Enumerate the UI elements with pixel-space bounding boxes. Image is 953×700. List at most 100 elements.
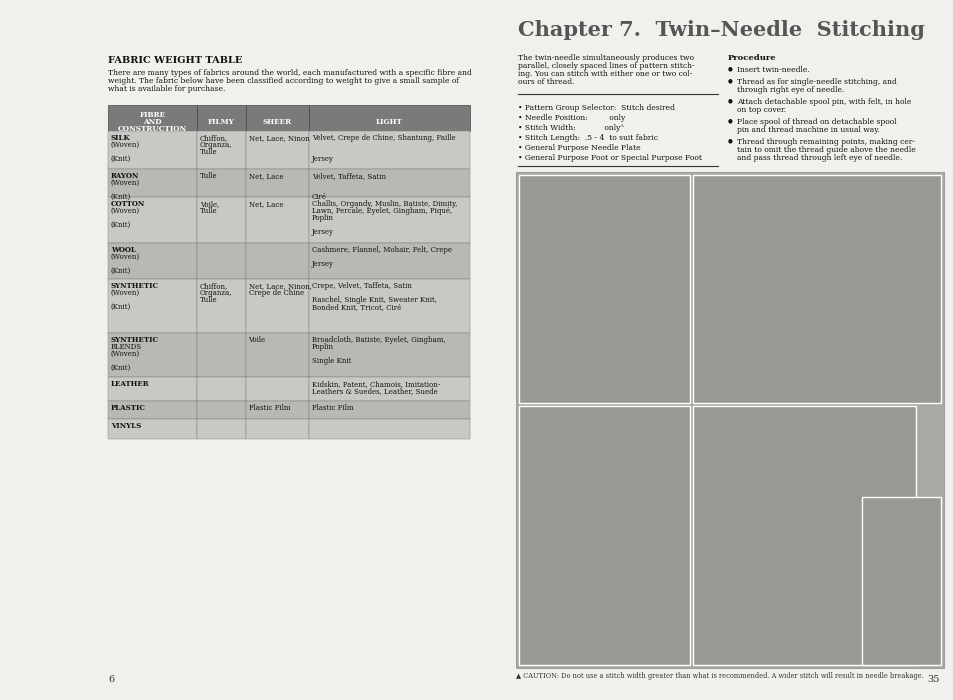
Bar bbox=[245, 377, 309, 401]
Bar bbox=[518, 175, 689, 403]
Text: LEATHER: LEATHER bbox=[111, 380, 150, 388]
Text: Velvet, Crepe de Chine, Shantung, Faille: Velvet, Crepe de Chine, Shantung, Faille bbox=[312, 134, 455, 142]
Text: (Woven): (Woven) bbox=[111, 289, 140, 297]
Text: Attach detachable spool pin, with felt, in hole: Attach detachable spool pin, with felt, … bbox=[737, 99, 910, 106]
Text: Chiffon,: Chiffon, bbox=[199, 282, 228, 290]
Text: Challis, Organdy, Muslin, Batiste, Dimity,: Challis, Organdy, Muslin, Batiste, Dimit… bbox=[312, 200, 456, 208]
Bar bbox=[309, 377, 470, 401]
Bar bbox=[245, 401, 309, 419]
Text: (Woven): (Woven) bbox=[111, 350, 140, 358]
Bar bbox=[245, 197, 309, 243]
Text: PLASTIC: PLASTIC bbox=[111, 404, 146, 412]
Bar bbox=[108, 333, 196, 377]
Text: The twin-needle simultaneously produces two: The twin-needle simultaneously produces … bbox=[517, 54, 693, 62]
Text: Organza,: Organza, bbox=[199, 141, 232, 149]
Text: (Knit): (Knit) bbox=[111, 193, 132, 201]
Text: • Needle Position:         only: • Needle Position: only bbox=[517, 114, 624, 122]
Text: Insert twin-needle.: Insert twin-needle. bbox=[737, 66, 809, 74]
Text: Plastic Film: Plastic Film bbox=[312, 404, 354, 412]
Text: Organza,: Organza, bbox=[199, 289, 232, 297]
Text: Place spool of thread on detachable spool: Place spool of thread on detachable spoo… bbox=[737, 118, 896, 127]
Bar bbox=[108, 377, 196, 401]
Text: and pass thread through left eye of needle.: and pass thread through left eye of need… bbox=[737, 153, 902, 162]
Text: WOOL: WOOL bbox=[111, 246, 135, 254]
Bar bbox=[108, 169, 196, 197]
Text: (Knit): (Knit) bbox=[111, 267, 132, 275]
Text: RAYON: RAYON bbox=[111, 172, 139, 180]
Bar bbox=[108, 419, 196, 439]
Text: Tulle: Tulle bbox=[199, 296, 217, 304]
Text: Leathers & Suedes, Leather, Suede: Leathers & Suedes, Leather, Suede bbox=[312, 387, 437, 395]
Bar bbox=[245, 419, 309, 439]
Bar bbox=[196, 419, 245, 439]
Text: Tulle: Tulle bbox=[199, 172, 217, 180]
Text: (Woven): (Woven) bbox=[111, 207, 140, 215]
Bar bbox=[196, 197, 245, 243]
Bar bbox=[196, 401, 245, 419]
Bar bbox=[309, 169, 470, 197]
Text: (Knit): (Knit) bbox=[111, 155, 132, 163]
Text: Bonded Knit, Tricot, Ciré: Bonded Knit, Tricot, Ciré bbox=[312, 303, 401, 311]
Bar bbox=[108, 279, 196, 333]
Text: Procedure: Procedure bbox=[727, 54, 776, 62]
Text: ours of thread.: ours of thread. bbox=[517, 78, 574, 86]
Text: FIBRE: FIBRE bbox=[139, 111, 165, 119]
Text: Net, Lace, Ninon: Net, Lace, Ninon bbox=[249, 134, 309, 142]
Text: Voile: Voile bbox=[249, 336, 265, 344]
Text: Net, Lace: Net, Lace bbox=[249, 200, 283, 208]
Text: Net, Lace, Ninon,: Net, Lace, Ninon, bbox=[249, 282, 311, 290]
Bar bbox=[309, 401, 470, 419]
Text: There are many types of fabrics around the world, each manufactured with a speci: There are many types of fabrics around t… bbox=[108, 69, 472, 77]
Bar bbox=[196, 243, 245, 279]
Text: ing. You can stitch with either one or two col-: ing. You can stitch with either one or t… bbox=[517, 70, 692, 78]
Bar bbox=[196, 377, 245, 401]
Text: weight. The fabric below have been classified according to weight to give a smal: weight. The fabric below have been class… bbox=[108, 77, 458, 85]
Bar bbox=[196, 169, 245, 197]
Bar bbox=[245, 105, 309, 131]
Bar bbox=[245, 279, 309, 333]
Text: (Woven): (Woven) bbox=[111, 253, 140, 261]
Bar bbox=[309, 419, 470, 439]
Text: Plastic Film: Plastic Film bbox=[249, 404, 290, 412]
Text: ●: ● bbox=[727, 78, 732, 83]
Text: LIGHT: LIGHT bbox=[375, 118, 402, 126]
Bar bbox=[518, 406, 689, 665]
Text: Cashmere, Flannel, Mohair, Felt, Crepe: Cashmere, Flannel, Mohair, Felt, Crepe bbox=[312, 246, 452, 254]
Text: (Knit): (Knit) bbox=[111, 221, 132, 229]
Bar bbox=[309, 197, 470, 243]
Text: Tulle: Tulle bbox=[199, 148, 217, 156]
Text: what is available for purchase.: what is available for purchase. bbox=[108, 85, 225, 93]
Text: Lawn, Percale, Eyelet, Gingham, Piqué,: Lawn, Percale, Eyelet, Gingham, Piqué, bbox=[312, 207, 452, 215]
Bar bbox=[196, 279, 245, 333]
Text: ▲ CAUTION: Do not use a stitch width greater than what is recommended. A wider s: ▲ CAUTION: Do not use a stitch width gre… bbox=[516, 672, 923, 680]
Text: Tulle: Tulle bbox=[199, 207, 217, 215]
Text: SYNTHETIC: SYNTHETIC bbox=[111, 282, 159, 290]
Text: ●: ● bbox=[727, 139, 732, 143]
Text: COTTON: COTTON bbox=[111, 200, 145, 208]
Text: Poplin: Poplin bbox=[312, 214, 334, 222]
Text: Velvet, Taffeta, Satin: Velvet, Taffeta, Satin bbox=[312, 172, 386, 180]
Bar bbox=[309, 279, 470, 333]
Text: Jersey: Jersey bbox=[312, 260, 334, 268]
Bar bbox=[108, 105, 196, 131]
Bar bbox=[309, 131, 470, 169]
Text: FILMY: FILMY bbox=[208, 118, 234, 126]
Text: VINYLS: VINYLS bbox=[111, 422, 141, 430]
Text: 6: 6 bbox=[108, 675, 114, 684]
Text: Jersey: Jersey bbox=[312, 228, 334, 236]
Text: ●: ● bbox=[727, 99, 732, 104]
Text: • Stitch Width:            onlyᴬ: • Stitch Width: onlyᴬ bbox=[517, 124, 623, 132]
Text: • General Purpose Foot or Special Purpose Foot: • General Purpose Foot or Special Purpos… bbox=[517, 154, 701, 162]
Bar bbox=[245, 131, 309, 169]
Text: Jersey: Jersey bbox=[312, 155, 334, 163]
Text: Voile,: Voile, bbox=[199, 200, 219, 208]
Text: pin and thread machine in usual way.: pin and thread machine in usual way. bbox=[737, 126, 879, 134]
Bar bbox=[108, 243, 196, 279]
Bar bbox=[309, 243, 470, 279]
Bar bbox=[108, 401, 196, 419]
Text: • Pattern Group Selector:  Stitch desired: • Pattern Group Selector: Stitch desired bbox=[517, 104, 675, 112]
Text: (Woven): (Woven) bbox=[111, 179, 140, 187]
Text: Chiffon,: Chiffon, bbox=[199, 134, 228, 142]
Text: Thread through remaining points, making cer-: Thread through remaining points, making … bbox=[737, 139, 914, 146]
Text: Crepe, Velvet, Taffeta, Satin: Crepe, Velvet, Taffeta, Satin bbox=[312, 282, 412, 290]
